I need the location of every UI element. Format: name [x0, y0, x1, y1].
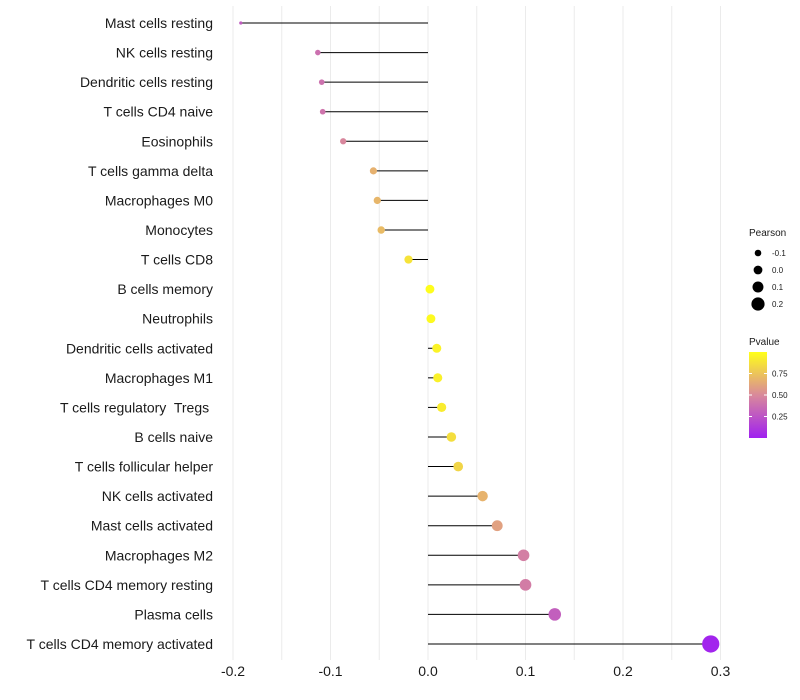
size-legend-label: -0.1: [772, 249, 786, 258]
size-legend-label: 0.2: [772, 300, 784, 309]
size-legend-dot: [752, 281, 764, 293]
lollipop-dot: [377, 226, 385, 234]
lollipop-dot: [702, 635, 720, 653]
y-tick-label: Mast cells activated: [91, 518, 213, 534]
y-tick-label: Dendritic cells activated: [66, 340, 213, 356]
color-legend-label: 0.75: [772, 370, 788, 379]
lollipop-dot: [517, 549, 530, 562]
lollipop-dot: [373, 196, 381, 205]
size-legend-label: 0.0: [772, 266, 784, 275]
y-tick-label: B cells memory: [117, 281, 213, 297]
lollipop-dot: [239, 21, 243, 25]
y-tick-label: Plasma cells: [134, 606, 213, 622]
y-axis-labels: Mast cells resting NK cells resting Dendri…: [27, 15, 214, 652]
x-tick-label: -0.2: [221, 663, 245, 679]
y-tick-label: NK cells resting: [116, 45, 213, 61]
lollipop-dot: [369, 167, 377, 175]
y-tick-label: NK cells activated: [102, 488, 213, 504]
y-tick-label: Mast cells resting: [105, 15, 213, 31]
size-legend: Pearson -0.1 0.0 0.1 0.2: [749, 228, 786, 311]
color-legend-label: 0.25: [772, 413, 788, 422]
x-tick-label: 0.3: [711, 663, 731, 679]
size-legend-label: 0.1: [772, 283, 784, 292]
lollipop-dots: [239, 21, 720, 653]
y-tick-label: T cells CD4 naive: [104, 104, 214, 120]
x-tick-label: -0.1: [318, 663, 342, 679]
lollipop-dot: [432, 343, 442, 353]
size-legend-dot: [751, 297, 765, 311]
lollipop-dot: [446, 432, 457, 442]
y-tick-label: T cells regulatory Tregs: [60, 399, 213, 415]
lollipop-dot: [404, 255, 413, 264]
x-tick-label: 0.2: [613, 663, 633, 679]
lollipop-dot: [340, 138, 347, 145]
size-legend-dot: [754, 249, 762, 257]
size-legend-dot: [753, 265, 763, 275]
lollipop-dot: [319, 108, 326, 115]
x-axis-tick-labels: -0.2 -0.1 0.0 0.1 0.2 0.3: [221, 663, 731, 679]
lollipop-stems: [240, 22, 711, 645]
y-tick-label: T cells CD4 memory resting: [41, 577, 213, 593]
lollipop-dot: [426, 314, 436, 324]
lollipop-dot: [433, 373, 443, 383]
color-legend-bar: [749, 352, 767, 438]
color-legend-label: 0.50: [772, 391, 788, 400]
lollipop-dot: [315, 49, 321, 56]
lollipop-dot: [425, 284, 435, 294]
color-legend-title: Pvalue: [749, 337, 780, 348]
y-tick-label: Dendritic cells resting: [80, 74, 213, 90]
y-tick-label: B cells naive: [134, 429, 213, 445]
x-tick-label: 0.0: [418, 663, 438, 679]
lollipop-dot: [437, 402, 447, 413]
lollipop-dot: [453, 461, 464, 472]
y-tick-label: T cells follicular helper: [75, 459, 214, 475]
y-tick-label: T cells CD4 memory activated: [27, 636, 213, 652]
y-tick-label: Macrophages M2: [105, 547, 213, 563]
grid-lines: [232, 6, 721, 660]
x-tick-label: 0.1: [516, 663, 536, 679]
y-tick-label: T cells gamma delta: [88, 163, 213, 179]
size-legend-title: Pearson: [749, 228, 786, 239]
color-legend: Pvalue 0.25 0.50 0.75: [749, 337, 788, 438]
lollipop-dot: [491, 520, 503, 532]
lollipop-dot: [477, 490, 488, 502]
y-tick-label: Macrophages M1: [105, 370, 213, 386]
y-tick-label: Monocytes: [145, 222, 213, 238]
lollipop-dot: [318, 79, 325, 85]
lollipop-dot: [548, 608, 562, 621]
y-tick-label: Eosinophils: [141, 133, 213, 149]
y-tick-label: Neutrophils: [142, 311, 213, 327]
y-tick-label: T cells CD8: [141, 252, 213, 268]
lollipop-dot: [519, 578, 532, 591]
y-tick-label: Macrophages M0: [105, 192, 213, 208]
